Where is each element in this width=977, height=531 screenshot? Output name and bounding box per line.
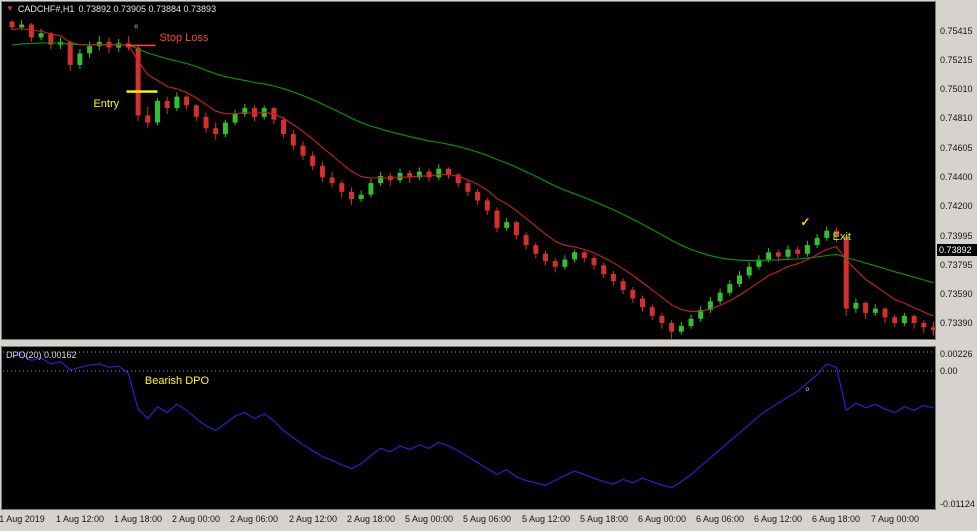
time-axis-label: 6 Aug 12:00: [753, 514, 803, 524]
time-axis-label: 7 Aug 00:00: [870, 514, 920, 524]
price-axis-label: 0.73390: [940, 318, 973, 328]
price-axis-label: 0.73590: [940, 289, 973, 299]
checkmark-icon: ✓: [800, 215, 811, 230]
time-axis-label: 6 Aug 00:00: [637, 514, 687, 524]
time-axis-label: 2 Aug 00:00: [171, 514, 221, 524]
time-axis[interactable]: 1 Aug 2019 1 Aug 12:00 1 Aug 18:00 2 Aug 00…: [0, 511, 977, 531]
bearish-dpo-annotation[interactable]: Bearish DPO: [144, 374, 210, 387]
price-axis[interactable]: 0.73892 0.75415 0.75215 0.75010 0.74810 0.74…: [937, 0, 977, 510]
time-axis-label: 2 Aug 06:00: [229, 514, 279, 524]
symbol-marker-icon: ▼: [6, 4, 14, 13]
time-axis-label: 5 Aug 06:00: [462, 514, 512, 524]
dpo-panel[interactable]: [1, 346, 936, 510]
time-axis-label: 5 Aug 18:00: [579, 514, 629, 524]
fractal-up-icon: º: [134, 22, 138, 33]
price-axis-label: 0.75415: [940, 26, 973, 36]
price-axis-label: 0.74810: [940, 113, 973, 123]
time-axis-label: 1 Aug 18:00: [113, 514, 163, 524]
time-axis-label: 1 Aug 2019: [0, 514, 45, 524]
dpo-indicator-label: DPO(20) 0.00162: [6, 350, 77, 360]
price-axis-label: 0.75215: [940, 55, 973, 65]
time-axis-label: 6 Aug 18:00: [811, 514, 861, 524]
time-axis-label: 6 Aug 06:00: [695, 514, 745, 524]
panel-separator[interactable]: [0, 340, 977, 346]
price-axis-label: 0.00: [940, 366, 958, 376]
price-axis-label: 0.00226: [940, 349, 973, 359]
time-axis-label: 2 Aug 12:00: [288, 514, 338, 524]
time-axis-label: 5 Aug 12:00: [521, 514, 571, 524]
price-axis-label: 0.74400: [940, 172, 973, 182]
fractal-dpo-icon: º: [805, 385, 810, 396]
price-axis-label: 0.73995: [940, 231, 973, 241]
ohlc-values: 0.73892 0.73905 0.73884 0.73893: [78, 4, 217, 14]
time-axis-label: 5 Aug 00:00: [404, 514, 454, 524]
time-axis-label: 2 Aug 18:00: [346, 514, 396, 524]
price-axis-label: 0.75010: [940, 84, 973, 94]
time-axis-label: 1 Aug 12:00: [55, 514, 105, 524]
exit-annotation[interactable]: Exit: [832, 231, 851, 244]
price-axis-label: 0.74605: [940, 143, 973, 153]
current-price-badge: 0.73892: [937, 244, 977, 256]
price-axis-label: -0.01124: [940, 499, 975, 509]
main-chart[interactable]: [1, 1, 936, 340]
stop-loss-annotation[interactable]: Stop Loss: [159, 32, 209, 45]
entry-annotation[interactable]: Entry: [93, 97, 120, 110]
price-axis-label: 0.73795: [940, 260, 973, 270]
symbol-header: ▼ CADCHF#,H1 0.73892 0.73905 0.73884 0.7…: [6, 4, 216, 14]
symbol-label: CADCHF#,H1: [17, 4, 75, 14]
price-axis-label: 0.74200: [940, 201, 973, 211]
